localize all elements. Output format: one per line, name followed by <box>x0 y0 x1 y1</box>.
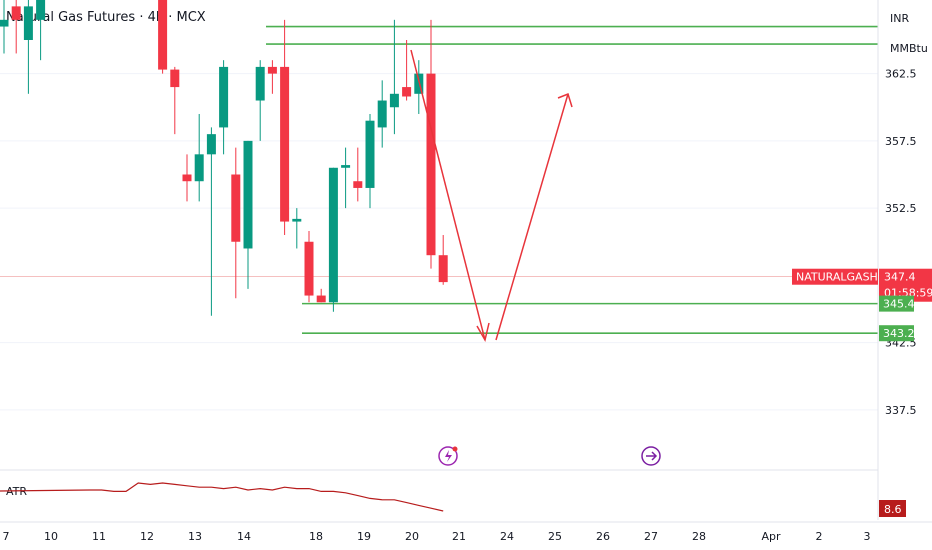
atr-value-badge <box>879 500 906 517</box>
candle-body <box>280 66 290 222</box>
x-tick-label: 18 <box>309 530 323 543</box>
candle-body <box>377 100 387 128</box>
x-tick-label: 11 <box>92 530 106 543</box>
x-tick-label: 13 <box>188 530 202 543</box>
up-arrow-line[interactable] <box>495 93 569 341</box>
candle-body <box>194 154 204 182</box>
candle-body <box>23 6 33 40</box>
level-badge-value: 345.4 <box>883 298 915 311</box>
time-axis[interactable]: 7 10 11 12 13 14 18 19 20 21 24 25 26 27 28 Apr 2 3 <box>0 521 932 543</box>
x-tick-label: 3 <box>864 530 871 543</box>
candle-body <box>365 120 375 188</box>
x-tick-label: 19 <box>357 530 371 543</box>
y-tick-label: 362.5 <box>885 68 917 81</box>
atr-value: 8.6 <box>884 503 902 516</box>
candle-body <box>0 19 9 27</box>
x-tick-label: 10 <box>44 530 58 543</box>
candle-body <box>36 0 46 20</box>
atr-line <box>0 482 444 512</box>
candle-body <box>426 73 436 256</box>
x-tick-label: 28 <box>692 530 706 543</box>
candle-body <box>414 73 424 94</box>
y-tick-label: 352.5 <box>885 202 917 215</box>
horizontal-levels[interactable] <box>0 25 878 335</box>
candle-body <box>304 241 314 296</box>
candle-body <box>243 140 253 249</box>
candle-body <box>11 6 21 20</box>
event-markers[interactable] <box>438 446 661 466</box>
candle-body <box>231 174 241 242</box>
y-tick-label: 357.5 <box>885 135 917 148</box>
x-tick-label: 24 <box>500 530 514 543</box>
candle-body <box>328 167 338 303</box>
candle-body <box>389 93 399 108</box>
x-tick-label: 14 <box>237 530 251 543</box>
unit-label[interactable]: MMBtu <box>890 42 928 55</box>
candle-body <box>219 66 229 128</box>
x-tick-label: Apr <box>761 530 781 543</box>
price-badges: NATURALGASH2025347.401:58:59345.4343.28.… <box>792 268 932 517</box>
candle-body <box>438 255 448 283</box>
x-tick-label: 2 <box>816 530 823 543</box>
x-tick-label: 26 <box>596 530 610 543</box>
x-tick-label: 21 <box>452 530 466 543</box>
atr-label: ATR <box>6 485 27 498</box>
candle-body <box>255 66 265 101</box>
x-tick-label: 7 <box>3 530 10 543</box>
up-arrow-head <box>557 93 573 108</box>
y-tick-label: 337.5 <box>885 404 917 417</box>
level-badge-value: 343.2 <box>883 327 915 340</box>
lightning-icon <box>445 450 452 462</box>
candles <box>0 0 448 316</box>
candle-body <box>267 66 277 74</box>
candle-body <box>316 295 326 303</box>
level-badge <box>879 295 914 312</box>
level-badge <box>879 325 914 342</box>
x-tick-label: 25 <box>548 530 562 543</box>
chart-title: Natural Gas Futures · 4h · MCX <box>6 10 206 25</box>
candle-body <box>170 69 180 88</box>
x-tick-label: 27 <box>644 530 658 543</box>
x-tick-label: 12 <box>140 530 154 543</box>
candle-body <box>292 218 302 222</box>
symbol-badge-label: NATURALGASH2025 <box>796 271 906 284</box>
candle-body <box>402 87 412 97</box>
grid <box>0 73 878 411</box>
symbol-badge <box>792 268 878 285</box>
candle-body <box>206 134 216 155</box>
candle-body <box>353 181 363 188</box>
event-dot-icon <box>452 446 458 452</box>
down-arrow-line[interactable] <box>410 49 486 341</box>
projection-arrows[interactable] <box>410 49 573 343</box>
currency-label[interactable]: INR <box>890 12 909 25</box>
candle-body <box>341 165 351 168</box>
arrow-right-icon <box>646 451 658 461</box>
x-tick-label: 20 <box>405 530 419 543</box>
candle-body <box>158 0 168 70</box>
last-price-value: 347.4 <box>884 271 916 284</box>
candle-body <box>182 174 192 182</box>
down-arrow-head <box>476 322 490 343</box>
atr-pane: ATR <box>0 469 878 512</box>
